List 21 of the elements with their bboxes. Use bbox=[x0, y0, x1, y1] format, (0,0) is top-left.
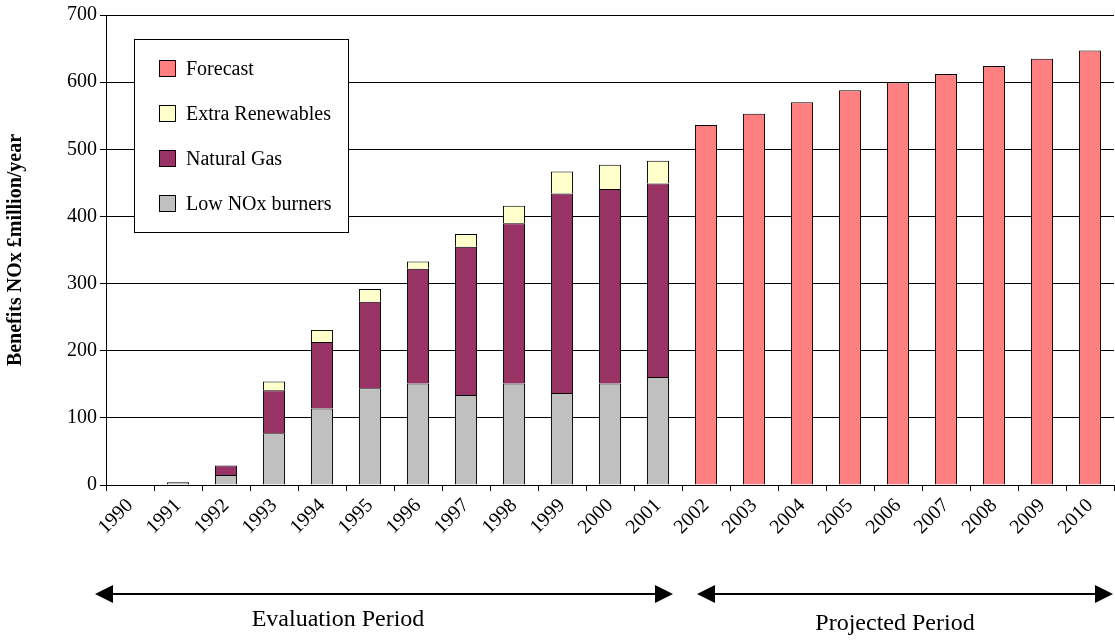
x-tick-label: 1999 bbox=[524, 493, 569, 538]
legend-label: Natural Gas bbox=[186, 147, 283, 170]
y-axis-title: Benefits NOx £million/year bbox=[3, 133, 27, 367]
y-tick-label: 400 bbox=[67, 203, 97, 226]
legend-label: Low NOx burners bbox=[186, 192, 332, 215]
y-tick-label: 700 bbox=[67, 2, 97, 25]
y-tick-label: 100 bbox=[67, 405, 97, 428]
y-tick-label: 200 bbox=[67, 337, 97, 360]
legend-label: Extra Renewables bbox=[186, 102, 331, 125]
text: Projected Period bbox=[815, 609, 975, 636]
x-tick-label: 1990 bbox=[92, 493, 137, 538]
y-tick-label: 500 bbox=[67, 136, 97, 159]
y-tick-label: 0 bbox=[87, 472, 97, 495]
x-tick-label: 1998 bbox=[476, 493, 521, 538]
x-tick-label: 1991 bbox=[140, 493, 185, 538]
x-tick-label: 1993 bbox=[236, 493, 281, 538]
text: Evaluation Period bbox=[251, 605, 425, 632]
legend-label: Forecast bbox=[186, 57, 254, 80]
y-tick-label: 300 bbox=[67, 270, 97, 293]
x-tick-label: 1992 bbox=[188, 493, 233, 538]
y-tick-label: 600 bbox=[67, 69, 97, 92]
